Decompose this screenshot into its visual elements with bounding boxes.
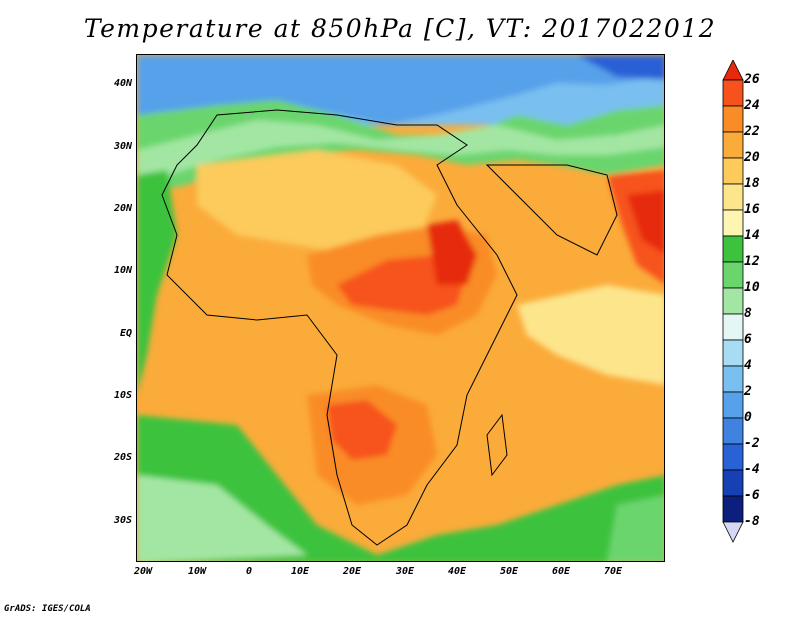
- lon-tick-20w: 20W: [133, 566, 153, 577]
- colorbar-box: [722, 469, 744, 497]
- colorbar-tick-label: 4: [744, 358, 752, 373]
- colorbar-box: [722, 443, 744, 471]
- colorbar-tick-label: 8: [744, 306, 752, 321]
- colorbar-box: [722, 339, 744, 367]
- colorbar-tick-label: 2: [744, 384, 752, 399]
- lon-tick-10w: 10W: [187, 566, 207, 577]
- lat-tick-30s: 30S: [113, 515, 132, 526]
- colorbar-box: [722, 157, 744, 185]
- colorbar-box: [722, 495, 744, 523]
- lat-tick-20n: 20N: [113, 203, 132, 214]
- colorbar-box: [722, 131, 744, 159]
- lon-tick-70e: 70E: [603, 566, 623, 577]
- colorbar-tick-label: -6: [744, 488, 760, 503]
- chart-title: Temperature at 850hPa [C], VT: 201702201…: [83, 14, 717, 43]
- colorbar-tick-label: 14: [744, 228, 760, 243]
- colorbar-top-arrow: [722, 60, 744, 81]
- lat-tick-10s: 10S: [113, 390, 132, 401]
- lat-tick-eq: EQ: [119, 328, 132, 339]
- colorbar-tick-label: 26: [744, 72, 760, 87]
- lat-tick-40n: 40N: [113, 78, 132, 89]
- lon-tick-60e: 60E: [551, 566, 571, 577]
- colorbar-tick-label: 24: [744, 98, 760, 113]
- lat-tick-20s: 20S: [113, 452, 132, 463]
- lon-tick-30e: 30E: [395, 566, 415, 577]
- lon-tick-40e: 40E: [447, 566, 467, 577]
- colorbar-tick-label: -4: [744, 462, 760, 477]
- colorbar-box: [722, 417, 744, 445]
- colorbar-tick-label: 20: [744, 150, 760, 165]
- lat-tick-30n: 30N: [113, 141, 132, 152]
- colorbar: [722, 60, 744, 543]
- colorbar-box: [722, 105, 744, 133]
- colorbar-tick-label: 16: [744, 202, 760, 217]
- lon-tick-50e: 50E: [499, 566, 519, 577]
- colorbar-box: [722, 79, 744, 107]
- colorbar-box: [722, 287, 744, 315]
- colorbar-box: [722, 313, 744, 341]
- colorbar-tick-label: -2: [744, 436, 760, 451]
- colorbar-box: [722, 209, 744, 237]
- colorbar-tick-label: 22: [744, 124, 760, 139]
- lat-tick-10n: 10N: [113, 265, 132, 276]
- colorbar-tick-label: 0: [744, 410, 752, 425]
- colorbar-tick-label: 18: [744, 176, 760, 191]
- colorbar-box: [722, 365, 744, 393]
- colorbar-tick-label: -8: [744, 514, 760, 529]
- lon-tick-0: 0: [245, 566, 253, 577]
- colorbar-box: [722, 235, 744, 263]
- colorbar-box: [722, 261, 744, 289]
- map-area: [136, 54, 665, 562]
- colorbar-tick-label: 12: [744, 254, 760, 269]
- temperature-field: [137, 55, 664, 561]
- colorbar-bottom-arrow: [722, 521, 744, 543]
- colorbar-box: [722, 391, 744, 419]
- lon-tick-20e: 20E: [342, 566, 362, 577]
- lon-tick-10e: 10E: [290, 566, 310, 577]
- colorbar-tick-label: 10: [744, 280, 760, 295]
- credit-text: GrADS: IGES/COLA: [4, 604, 91, 614]
- colorbar-tick-label: 6: [744, 332, 752, 347]
- colorbar-box: [722, 183, 744, 211]
